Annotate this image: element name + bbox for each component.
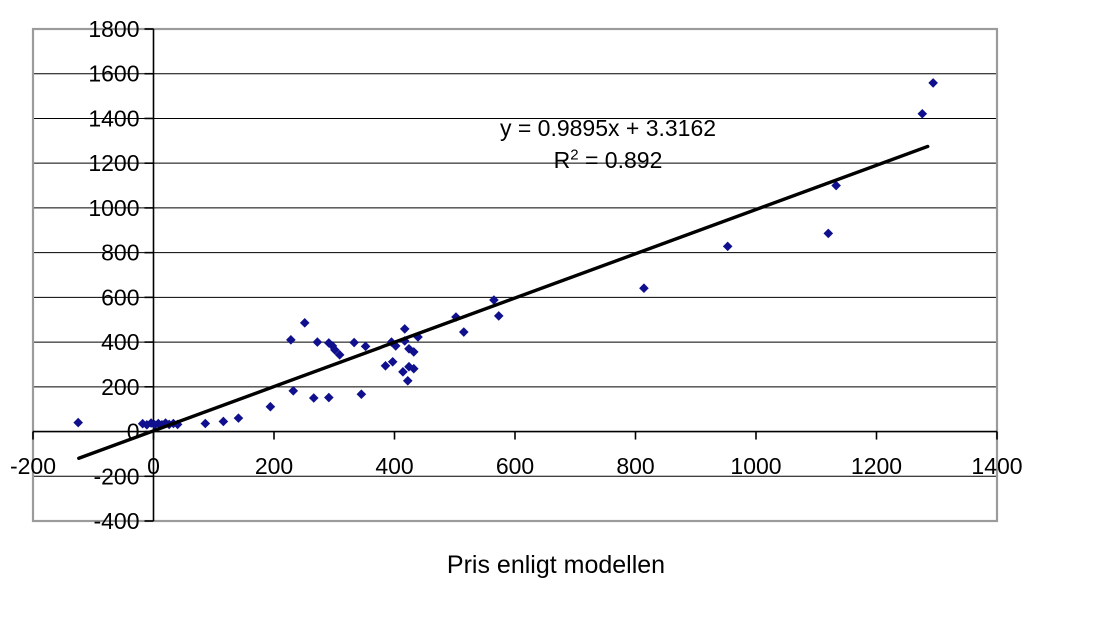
- data-point: [288, 386, 299, 396]
- y-tick-label--400: -400: [93, 508, 139, 534]
- data-point: [928, 78, 938, 88]
- data-point: [153, 418, 164, 429]
- data-point: [493, 311, 504, 321]
- trendline-equation: y = 0.9895x + 3.3162: [499, 115, 717, 141]
- data-point: [408, 363, 419, 374]
- data-point: [312, 337, 323, 347]
- data-point: [360, 341, 371, 352]
- x-tick-label-1400: 1400: [971, 453, 1022, 479]
- data-point: [73, 417, 83, 428]
- data-point: [639, 283, 649, 293]
- data-point: [218, 416, 229, 427]
- data-point: [349, 337, 359, 348]
- y-tick-label--200: -200: [93, 463, 139, 489]
- data-point: [286, 335, 296, 345]
- r-squared-exponent: 2: [570, 146, 579, 164]
- data-point: [324, 338, 334, 348]
- data-point: [831, 180, 841, 191]
- data-point: [408, 347, 419, 357]
- data-point: [330, 345, 340, 355]
- x-tick-label-1000: 1000: [730, 453, 781, 479]
- x-axis-title: Pris enligt modellen: [446, 551, 666, 579]
- data-point: [722, 241, 733, 252]
- data-point: [399, 324, 410, 334]
- data-point: [233, 413, 244, 423]
- y-tick-label-1200: 1200: [88, 150, 139, 176]
- data-point: [458, 327, 469, 337]
- x-tick-label-0: 0: [147, 453, 160, 479]
- data-point: [404, 344, 414, 354]
- data-point: [137, 418, 148, 429]
- y-tick-label-1000: 1000: [88, 195, 139, 221]
- data-point: [402, 375, 413, 386]
- data-point: [200, 418, 211, 429]
- x-tick-label-200: 200: [255, 453, 293, 479]
- plot-area-border: [31, 27, 999, 523]
- data-point: [356, 389, 367, 399]
- x-tick-label--200: -200: [10, 453, 56, 479]
- data-point: [380, 360, 391, 371]
- x-tick-label-1200: 1200: [851, 453, 902, 479]
- data-point: [489, 295, 499, 305]
- y-tick-label-400: 400: [101, 329, 139, 355]
- data-point: [387, 356, 398, 367]
- r-squared-label: R2 = 0.892: [554, 147, 663, 174]
- data-point: [160, 418, 171, 428]
- data-point: [917, 108, 928, 119]
- y-tick-label-800: 800: [101, 240, 139, 266]
- r-squared-value: = 0.892: [578, 147, 663, 173]
- y-tick-label-200: 200: [101, 374, 139, 400]
- data-point: [823, 228, 834, 239]
- y-tick-label-1800: 1800: [88, 16, 139, 42]
- data-point: [172, 419, 183, 430]
- trendline: [77, 144, 930, 460]
- x-tick-label-600: 600: [496, 453, 534, 479]
- x-tick-label-400: 400: [375, 453, 413, 479]
- data-point: [398, 367, 408, 377]
- data-point: [308, 393, 319, 403]
- y-tick-label-1600: 1600: [88, 61, 139, 87]
- data-point: [324, 392, 334, 403]
- y-tick-label-600: 600: [101, 284, 139, 310]
- r-squared-base: R: [553, 147, 571, 173]
- data-point: [334, 350, 345, 360]
- data-point: [404, 361, 414, 372]
- x-tick-label-800: 800: [616, 453, 654, 479]
- data-point: [265, 401, 276, 412]
- y-tick-label-1400: 1400: [88, 105, 139, 131]
- data-point: [299, 318, 310, 328]
- data-point: [149, 420, 160, 430]
- data-point: [390, 341, 401, 351]
